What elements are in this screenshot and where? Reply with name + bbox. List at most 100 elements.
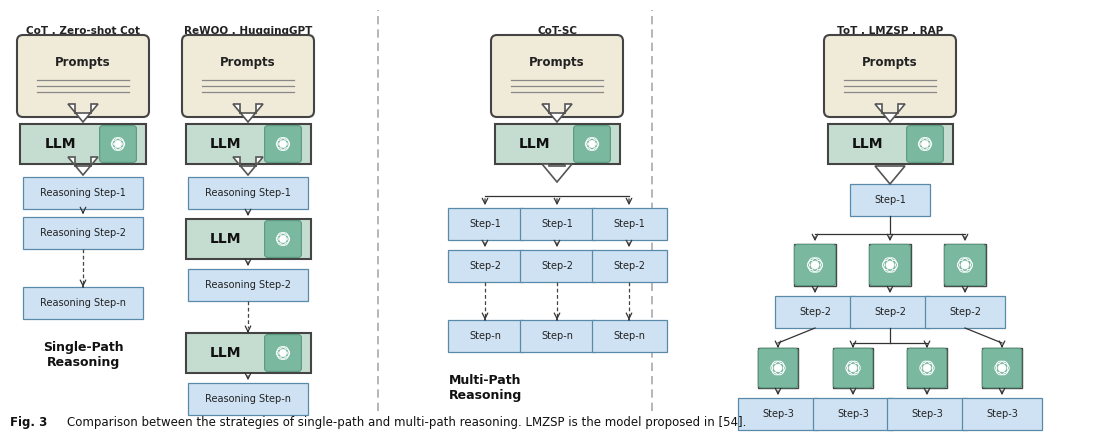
- Text: Fig. 3: Fig. 3: [10, 416, 47, 429]
- Text: Prompts: Prompts: [529, 55, 585, 68]
- Polygon shape: [68, 157, 98, 175]
- FancyBboxPatch shape: [520, 250, 594, 282]
- FancyBboxPatch shape: [758, 348, 798, 388]
- Text: ToT , LMZSP , RAP: ToT , LMZSP , RAP: [837, 26, 944, 36]
- Text: LLM: LLM: [209, 232, 241, 246]
- Polygon shape: [543, 104, 572, 122]
- FancyBboxPatch shape: [775, 296, 855, 328]
- Circle shape: [849, 364, 857, 372]
- FancyBboxPatch shape: [520, 320, 594, 352]
- Text: Step-1: Step-1: [541, 219, 573, 229]
- FancyBboxPatch shape: [23, 177, 142, 209]
- FancyBboxPatch shape: [833, 348, 874, 388]
- FancyBboxPatch shape: [906, 126, 944, 162]
- Text: Prompts: Prompts: [863, 55, 917, 68]
- Text: Step-n: Step-n: [613, 331, 646, 341]
- FancyBboxPatch shape: [850, 184, 931, 216]
- FancyBboxPatch shape: [813, 398, 893, 430]
- Polygon shape: [543, 164, 572, 182]
- Polygon shape: [875, 166, 905, 184]
- Text: LLM: LLM: [209, 346, 241, 360]
- Circle shape: [922, 140, 928, 147]
- Text: Prompts: Prompts: [55, 55, 111, 68]
- Circle shape: [279, 350, 286, 357]
- Text: Multi-Path
Reasoning: Multi-Path Reasoning: [448, 374, 522, 402]
- Text: Step-2: Step-2: [799, 307, 831, 317]
- Polygon shape: [233, 157, 263, 175]
- Circle shape: [811, 261, 819, 269]
- FancyBboxPatch shape: [869, 245, 911, 286]
- Text: Step-2: Step-2: [469, 261, 501, 271]
- Text: Reasoning Step-2: Reasoning Step-2: [39, 228, 126, 238]
- Text: Step-n: Step-n: [541, 331, 573, 341]
- Text: LLM: LLM: [518, 137, 550, 151]
- Text: Single-Path
Reasoning: Single-Path Reasoning: [43, 341, 124, 369]
- FancyBboxPatch shape: [264, 334, 301, 371]
- FancyBboxPatch shape: [185, 124, 310, 164]
- Text: Step-3: Step-3: [986, 409, 1018, 419]
- FancyBboxPatch shape: [264, 126, 301, 162]
- FancyBboxPatch shape: [592, 208, 666, 240]
- FancyBboxPatch shape: [794, 244, 836, 286]
- FancyBboxPatch shape: [189, 177, 308, 209]
- FancyBboxPatch shape: [850, 296, 931, 328]
- Text: Reasoning Step-n: Reasoning Step-n: [205, 394, 292, 404]
- Polygon shape: [875, 104, 905, 122]
- FancyBboxPatch shape: [447, 320, 523, 352]
- Text: Step-2: Step-2: [874, 307, 906, 317]
- FancyBboxPatch shape: [833, 348, 872, 388]
- FancyBboxPatch shape: [189, 269, 308, 301]
- Text: Reasoning Step-1: Reasoning Step-1: [41, 188, 126, 198]
- FancyBboxPatch shape: [962, 398, 1042, 430]
- Circle shape: [923, 364, 931, 372]
- FancyBboxPatch shape: [592, 320, 666, 352]
- FancyBboxPatch shape: [491, 35, 623, 117]
- Text: Step-3: Step-3: [762, 409, 794, 419]
- Circle shape: [886, 261, 894, 269]
- Text: Comparison between the strategies of single-path and multi-path reasoning. LMZSP: Comparison between the strategies of sin…: [52, 416, 746, 429]
- FancyBboxPatch shape: [945, 245, 985, 286]
- Text: Step-3: Step-3: [837, 409, 869, 419]
- Text: LLM: LLM: [45, 137, 77, 151]
- FancyBboxPatch shape: [795, 245, 835, 286]
- Text: Step-2: Step-2: [949, 307, 981, 317]
- Circle shape: [279, 235, 286, 242]
- Text: Step-2: Step-2: [613, 261, 646, 271]
- Text: Step-2: Step-2: [541, 261, 573, 271]
- FancyBboxPatch shape: [23, 217, 142, 249]
- FancyBboxPatch shape: [758, 348, 798, 388]
- FancyBboxPatch shape: [738, 398, 818, 430]
- FancyBboxPatch shape: [21, 124, 146, 164]
- Text: ReWOO , HuggingGPT: ReWOO , HuggingGPT: [184, 26, 312, 36]
- Circle shape: [114, 140, 122, 147]
- Text: Reasoning Step-n: Reasoning Step-n: [39, 298, 126, 308]
- FancyBboxPatch shape: [907, 348, 947, 388]
- Text: LLM: LLM: [852, 137, 883, 151]
- Text: Step-1: Step-1: [469, 219, 501, 229]
- FancyBboxPatch shape: [182, 35, 313, 117]
- FancyBboxPatch shape: [494, 124, 619, 164]
- Polygon shape: [233, 104, 263, 122]
- FancyBboxPatch shape: [264, 221, 301, 257]
- FancyBboxPatch shape: [100, 126, 136, 162]
- Text: Reasoning Step-2: Reasoning Step-2: [205, 280, 292, 290]
- Circle shape: [589, 140, 595, 147]
- Text: CoT-SC: CoT-SC: [537, 26, 576, 36]
- Circle shape: [961, 261, 969, 269]
- Circle shape: [998, 364, 1006, 372]
- FancyBboxPatch shape: [869, 244, 911, 286]
- FancyBboxPatch shape: [925, 296, 1005, 328]
- FancyBboxPatch shape: [944, 244, 986, 286]
- FancyBboxPatch shape: [189, 383, 308, 415]
- FancyBboxPatch shape: [982, 348, 1021, 388]
- Text: Reasoning Step-1: Reasoning Step-1: [205, 188, 290, 198]
- FancyBboxPatch shape: [592, 250, 666, 282]
- Polygon shape: [68, 104, 98, 122]
- FancyBboxPatch shape: [824, 35, 956, 117]
- FancyBboxPatch shape: [23, 287, 142, 319]
- FancyBboxPatch shape: [827, 124, 952, 164]
- Circle shape: [279, 140, 286, 147]
- FancyBboxPatch shape: [982, 348, 1021, 388]
- FancyBboxPatch shape: [185, 333, 310, 373]
- Text: Step-3: Step-3: [911, 409, 943, 419]
